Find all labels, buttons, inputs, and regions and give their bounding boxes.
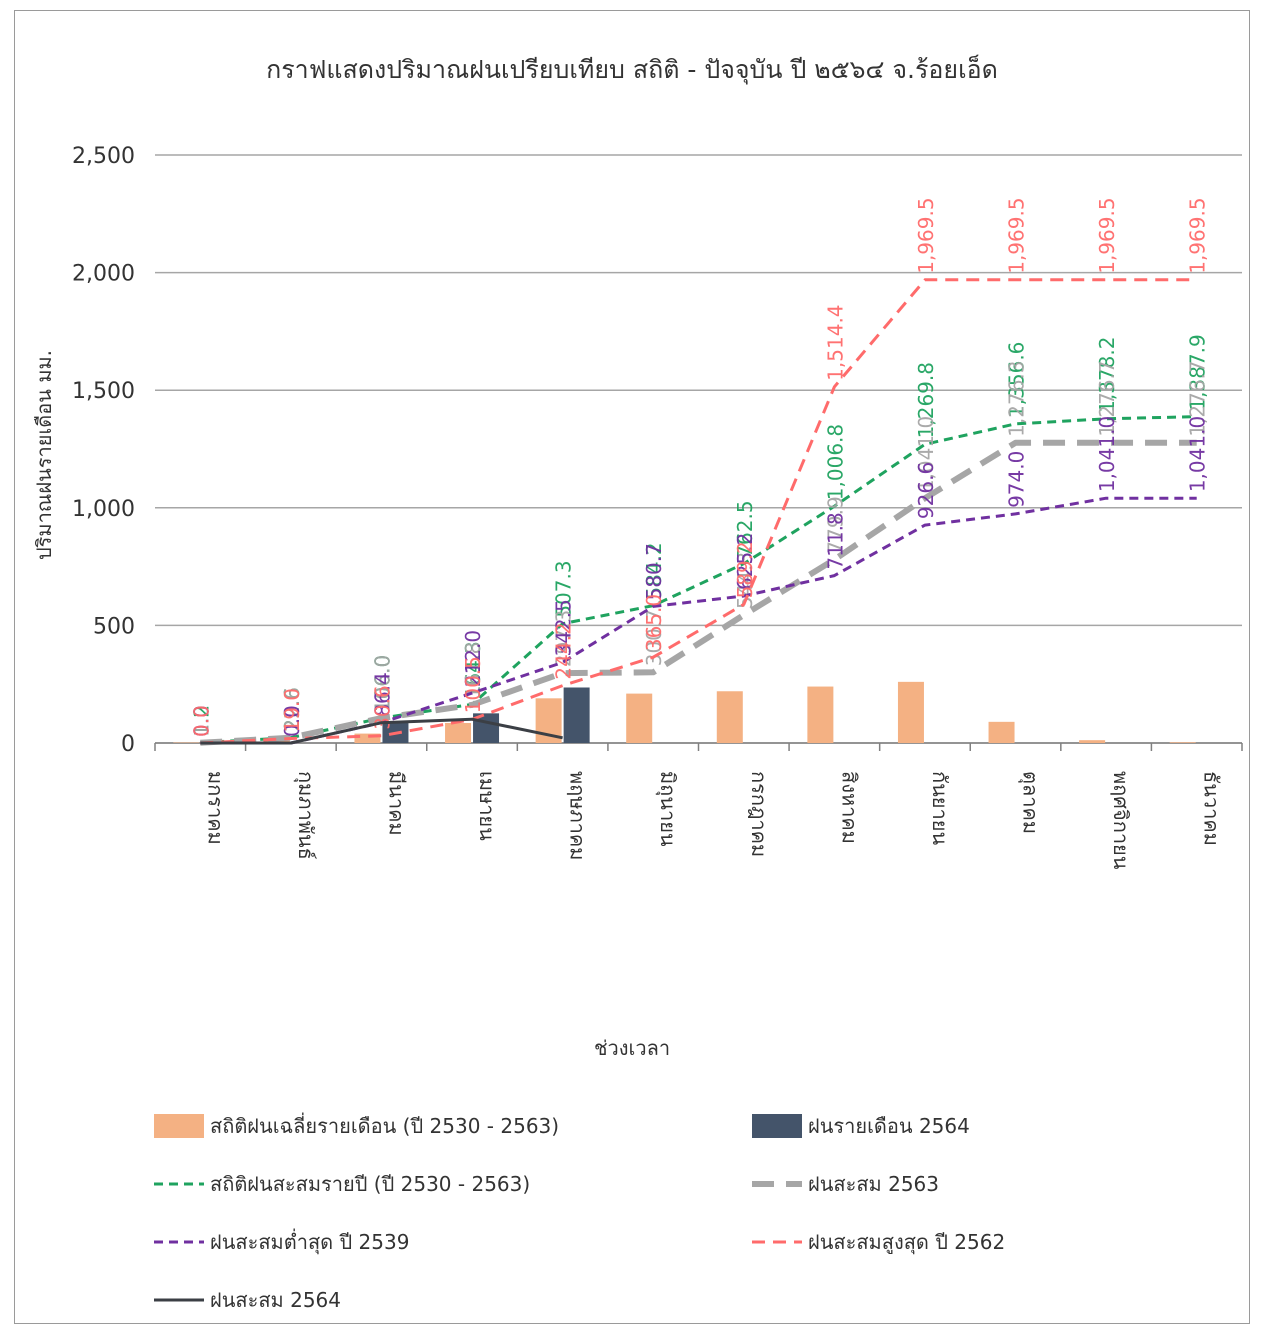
data-label: 1,041.0 — [1095, 416, 1119, 492]
x-tick-label: มกราคม — [203, 771, 227, 845]
data-label: 297.3 — [552, 610, 576, 667]
bar — [807, 686, 834, 743]
data-label: 589.2 — [733, 541, 757, 598]
data-label: 0.0 — [189, 705, 213, 737]
x-tick-label: สิงหาคม — [837, 771, 861, 844]
data-label: 762.5 — [733, 500, 757, 557]
data-label: 86.4 — [370, 672, 394, 717]
y-tick-label: 500 — [93, 614, 135, 639]
data-label: 22.6 — [280, 687, 304, 732]
data-label: 1,969.5 — [914, 197, 938, 273]
x-tick-label: กันยายน — [928, 771, 952, 845]
bar — [716, 691, 743, 743]
bar — [1079, 740, 1106, 743]
bar — [897, 681, 924, 743]
series-line — [200, 278, 1197, 745]
x-axis-label: ช่วงเวลา — [593, 1036, 671, 1060]
data-label: 1,378.2 — [1095, 337, 1119, 413]
y-tick-label: 1,000 — [72, 497, 135, 522]
data-label: 365.0 — [642, 594, 666, 651]
data-label: 0.0 — [189, 705, 213, 737]
data-label: 342.5 — [552, 599, 576, 656]
y-tick-label: 2,500 — [72, 144, 135, 169]
series-line — [200, 717, 563, 745]
chart-title: กราฟแสดงปริมาณฝนเปรียบเทียบ สถิติ - ปัจจ… — [266, 55, 998, 84]
bar — [1169, 742, 1196, 743]
data-label: 1,969.5 — [1095, 197, 1119, 273]
data-label: 1,969.5 — [1186, 197, 1210, 273]
data-label: 1,041.0 — [914, 416, 938, 492]
y-tick-label: 1,500 — [72, 379, 135, 404]
bar — [445, 723, 472, 743]
data-label: 1,276.7 — [1186, 360, 1210, 436]
data-label: 507.3 — [552, 560, 576, 617]
bar — [988, 721, 1015, 743]
data-label: 22.6 — [280, 687, 304, 732]
data-label: 1,006.8 — [823, 424, 847, 500]
data-label: 100.5 — [461, 656, 485, 713]
data-label: 711.8 — [823, 512, 847, 569]
chart-frame — [14, 10, 1250, 1324]
bar — [563, 687, 590, 743]
data-label: 1,969.5 — [1005, 197, 1029, 273]
x-tick-label: มีนาคม — [384, 771, 408, 836]
bar — [626, 693, 653, 743]
data-label: 106.0 — [370, 655, 394, 712]
data-label: 106.0 — [370, 655, 394, 712]
x-tick-label: กรกฎาคม — [747, 771, 771, 857]
x-tick-label: กุมภาพันธ์ — [293, 771, 318, 860]
data-label: 212.0 — [461, 630, 485, 687]
data-label: 1,276.3 — [1005, 360, 1029, 436]
x-tick-label: พฤษภาคม — [566, 771, 590, 860]
data-label: 0.0 — [280, 705, 304, 737]
x-tick-label: ตุลาคม — [1018, 771, 1043, 834]
data-label: 584.2 — [642, 542, 666, 599]
bar — [354, 733, 381, 743]
data-label: 1,356.6 — [1005, 342, 1029, 418]
x-tick-label: พฤศจิกายน — [1109, 771, 1133, 870]
data-label: 1,276.7 — [1095, 360, 1119, 436]
data-label: 19.0 — [280, 688, 304, 733]
data-label: 779.9 — [823, 496, 847, 553]
x-tick-label: มิถุนายน — [655, 771, 680, 847]
series-line — [200, 496, 1197, 745]
x-tick-label: ธันวาคม — [1200, 771, 1224, 846]
data-label: 1,041.0 — [1186, 416, 1210, 492]
x-tick-label: เมษายน — [475, 771, 499, 841]
data-label: 926.6 — [914, 462, 938, 519]
data-label: 1.0 — [189, 705, 213, 737]
series-line — [200, 439, 1197, 746]
series-line — [200, 415, 1197, 745]
data-label: 1.2 — [189, 705, 213, 737]
data-label: 580.7 — [642, 543, 666, 600]
y-tick-label: 0 — [121, 732, 135, 757]
y-tick-label: 2,000 — [72, 262, 135, 287]
data-label: 974.0 — [1005, 451, 1029, 508]
data-label: 1,387.9 — [1186, 334, 1210, 410]
data-label: 1,514.4 — [823, 304, 847, 380]
data-label: 244.2 — [552, 622, 576, 679]
data-label: 1,269.8 — [914, 362, 938, 438]
